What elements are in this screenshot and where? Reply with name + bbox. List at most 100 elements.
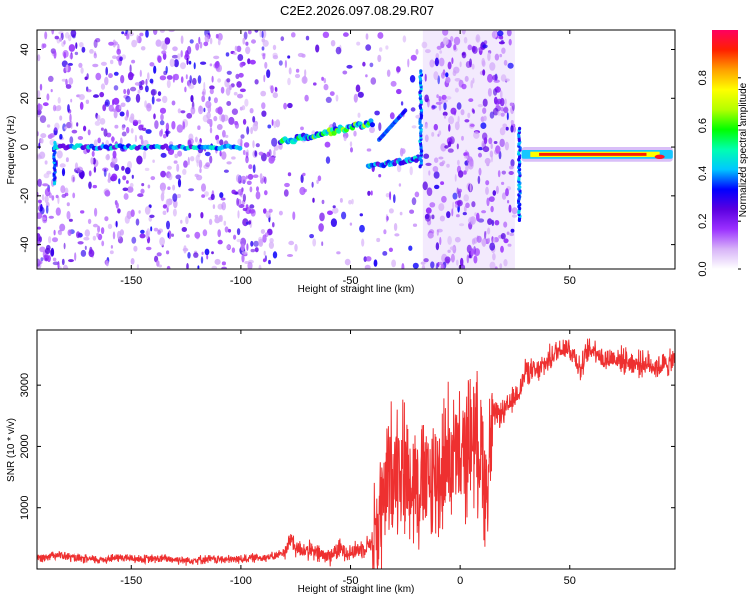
noise-blob <box>271 137 278 147</box>
noise-blob <box>112 97 120 105</box>
noise-blob <box>254 247 259 253</box>
noise-blob <box>158 264 162 268</box>
noise-blob <box>425 49 431 54</box>
noise-blob <box>165 122 170 132</box>
noise-blob <box>70 121 73 129</box>
noise-blob <box>242 37 246 45</box>
noise-blob <box>429 59 435 68</box>
noise-blob <box>473 246 476 255</box>
noise-blob <box>362 61 366 67</box>
noise-blob <box>44 160 48 165</box>
noise-blob <box>63 242 66 250</box>
noise-blob <box>51 195 55 201</box>
noise-blob <box>510 159 515 167</box>
noise-blob <box>107 223 113 230</box>
noise-blob <box>159 237 166 246</box>
noise-blob <box>194 173 199 178</box>
noise-blob <box>341 211 347 220</box>
noise-blob <box>69 54 74 60</box>
noise-blob <box>301 76 308 84</box>
noise-blob <box>157 230 162 235</box>
noise-blob <box>112 39 117 48</box>
noise-blob <box>421 41 428 49</box>
noise-blob <box>461 52 466 56</box>
noise-blob <box>59 133 63 140</box>
noise-blob <box>231 247 236 253</box>
noise-blob <box>492 190 497 196</box>
noise-blob <box>459 61 462 68</box>
noise-blob <box>253 240 259 247</box>
noise-blob <box>117 230 121 240</box>
noise-blob <box>407 58 410 68</box>
noise-blob <box>169 58 175 67</box>
noise-blob <box>480 122 487 129</box>
noise-blob <box>71 129 78 134</box>
noise-blob <box>463 152 468 157</box>
noise-blob <box>469 158 474 167</box>
noise-blob <box>280 36 285 42</box>
noise-blob <box>431 214 435 220</box>
noise-blob <box>57 97 61 104</box>
noise-blob <box>500 112 505 117</box>
noise-blob <box>53 127 58 131</box>
noise-blob <box>190 156 195 162</box>
noise-blob <box>487 237 490 243</box>
noise-blob <box>74 162 79 171</box>
noise-blob <box>52 261 59 266</box>
noise-blob <box>213 97 218 104</box>
noise-blob <box>112 231 116 240</box>
noise-blob <box>164 130 171 135</box>
noise-blob <box>110 245 113 249</box>
noise-blob <box>388 247 393 252</box>
spectrogram-y-tick-label: 20 <box>19 92 31 104</box>
noise-blob <box>137 89 141 94</box>
noise-blob <box>247 30 252 35</box>
noise-blob <box>171 120 176 130</box>
noise-blob <box>249 186 253 193</box>
noise-blob <box>261 110 267 117</box>
noise-blob <box>172 74 175 83</box>
noise-blob <box>245 41 249 46</box>
noise-blob <box>180 219 183 224</box>
noise-blob <box>434 157 439 163</box>
noise-blob <box>217 229 221 238</box>
noise-blob <box>251 39 256 44</box>
noise-blob <box>357 112 361 118</box>
noise-blob <box>454 78 461 82</box>
colorbar-axis: 0.0 0.2 0.4 0.6 0.8 <box>697 70 741 277</box>
noise-blob <box>254 150 257 157</box>
noise-blob <box>500 233 506 240</box>
noise-blob <box>111 136 115 143</box>
noise-blob <box>163 134 167 139</box>
noise-blob <box>268 149 272 157</box>
noise-blob <box>261 30 264 39</box>
noise-blob <box>150 226 153 232</box>
noise-blob <box>63 40 66 45</box>
noise-blob <box>136 34 140 44</box>
noise-blob <box>325 96 332 103</box>
noise-blob <box>457 199 463 207</box>
noise-blob <box>159 182 166 192</box>
noise-blob <box>104 76 109 86</box>
noise-blob <box>509 165 514 170</box>
noise-blob <box>300 174 304 184</box>
noise-blob <box>186 263 189 269</box>
noise-blob <box>330 40 336 47</box>
noise-blob <box>355 84 361 93</box>
noise-blob <box>57 261 60 269</box>
spectrogram-x-label: Height of straight line (km) <box>298 284 415 295</box>
noise-blob <box>50 89 53 93</box>
noise-blob <box>65 64 69 72</box>
spectrogram-y-tick-label: -40 <box>19 237 31 253</box>
noise-blob <box>92 157 96 165</box>
noise-blob <box>291 32 296 38</box>
noise-blob <box>203 41 209 47</box>
noise-blob <box>369 126 375 134</box>
noise-blob <box>511 214 518 218</box>
noise-blob <box>92 184 98 189</box>
noise-blob <box>242 207 248 212</box>
noise-blob <box>451 208 454 217</box>
noise-blob <box>349 222 353 226</box>
noise-blob <box>422 181 428 191</box>
noise-blob <box>374 110 380 116</box>
